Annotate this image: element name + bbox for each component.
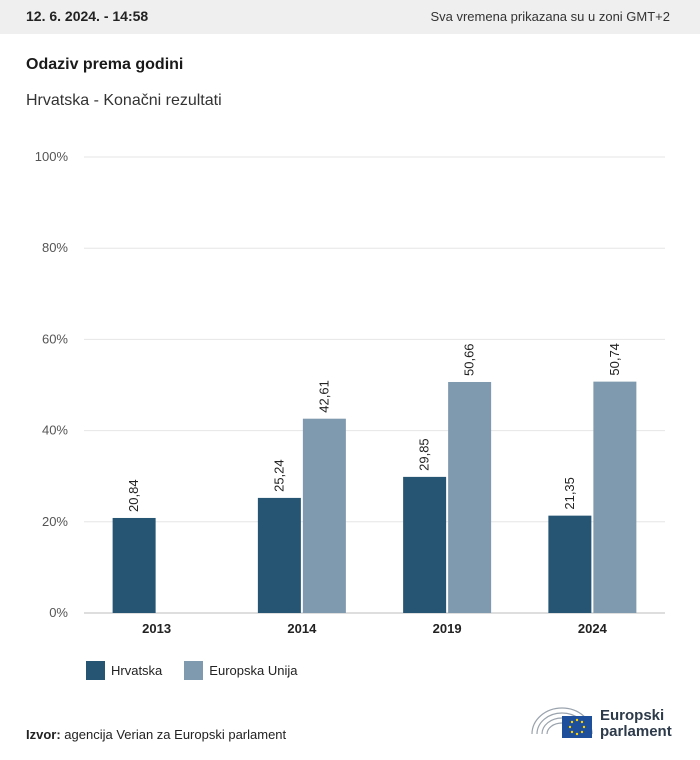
x-tick-label: 2014 xyxy=(287,621,317,636)
y-tick-label: 40% xyxy=(42,423,68,438)
logo-text-line2: parlament xyxy=(600,723,672,740)
bar-series1 xyxy=(112,517,156,613)
parliament-hemicycle-icon xyxy=(531,707,593,738)
legend-label-series2: Europska Unija xyxy=(209,663,298,678)
chart-title: Odaziv prema godini xyxy=(26,56,184,73)
legend-label-series1: Hrvatska xyxy=(111,663,163,678)
legend-item-series2[interactable]: Europska Unija xyxy=(184,661,297,680)
bar-series2 xyxy=(302,418,346,613)
data-label: 20,84 xyxy=(126,479,141,512)
data-label: 50,74 xyxy=(607,343,622,376)
logo-text-line1: Europski xyxy=(600,707,665,724)
x-tick-label: 2013 xyxy=(142,621,171,636)
bar-series1 xyxy=(257,497,301,613)
source-note: Izvor: agencija Verian za Europski parla… xyxy=(26,727,286,742)
data-label: 50,66 xyxy=(462,343,477,376)
timezone-note: Sva vremena prikazana su u zoni GMT+2 xyxy=(430,9,670,24)
data-label: 21,35 xyxy=(562,477,577,510)
y-tick-label: 60% xyxy=(42,331,68,346)
bar-series2 xyxy=(448,381,492,613)
legend-item-series1[interactable]: Hrvatska xyxy=(86,661,162,680)
y-tick-label: 100% xyxy=(35,149,69,164)
legend-swatch-series2 xyxy=(184,661,204,680)
legend-swatch-series1 xyxy=(86,661,105,680)
european-parliament-logo[interactable]: Europski parlament xyxy=(528,702,688,742)
source-label: Izvor: xyxy=(26,727,61,742)
bar-series2 xyxy=(593,381,637,613)
bar-series1 xyxy=(548,515,592,613)
data-label: 29,85 xyxy=(417,438,432,471)
data-label: 25,24 xyxy=(271,459,286,492)
y-tick-label: 0% xyxy=(49,605,68,620)
source-text: agencija Verian za Europski parlament xyxy=(64,727,287,742)
x-tick-label: 2019 xyxy=(433,621,462,636)
bar-series1 xyxy=(403,476,447,613)
legend: Hrvatska Europska Unija xyxy=(86,661,319,680)
data-label: 42,61 xyxy=(316,380,331,413)
y-tick-label: 20% xyxy=(42,514,68,529)
top-bar: 12. 6. 2024. - 14:58 Sva vremena prikaza… xyxy=(0,0,700,34)
timestamp: 12. 6. 2024. - 14:58 xyxy=(26,8,149,24)
bar-chart: 0% 20% 40% 60% 80% 100% 20,84 2013 25,24 42,61 201… xyxy=(35,149,665,636)
y-tick-label: 80% xyxy=(42,240,68,255)
chart-subtitle: Hrvatska - Konačni rezultati xyxy=(26,92,222,109)
x-tick-label: 2024 xyxy=(578,621,608,636)
logo-text: Europski parlament xyxy=(600,708,672,740)
